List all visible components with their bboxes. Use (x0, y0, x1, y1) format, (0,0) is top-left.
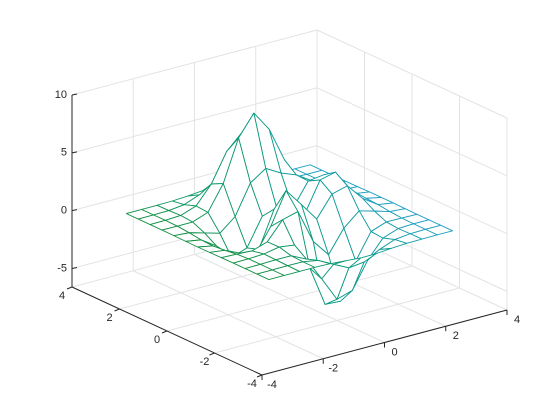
y-tick (256, 374, 263, 378)
x-tick-label: 0 (391, 346, 397, 358)
grid-line (166, 265, 413, 332)
y-tick (66, 286, 73, 290)
z-tick (71, 151, 78, 154)
z-tick-label: 10 (55, 89, 67, 101)
z-tick (71, 93, 78, 96)
y-tick-label: -4 (247, 378, 257, 390)
y-tick-label: 0 (154, 334, 160, 346)
grid-line (214, 287, 460, 354)
z-tick (71, 267, 78, 269)
z-tick-label: -5 (57, 262, 67, 274)
x-tick-label: 4 (514, 314, 520, 326)
grid-line (71, 87, 318, 154)
y-tick (114, 308, 120, 312)
z-tick (71, 209, 78, 212)
x-tick-label: -2 (328, 363, 338, 375)
y-tick-label: -2 (200, 356, 210, 368)
y-tick (161, 330, 168, 334)
grid-line (316, 29, 508, 119)
y-tick (209, 352, 215, 356)
grid-line (316, 145, 508, 235)
grid-line (71, 29, 318, 96)
x-tick-label: -4 (267, 379, 277, 391)
y-tick-label: 4 (59, 290, 65, 302)
z-tick-label: 0 (61, 205, 67, 217)
grid-line (316, 87, 508, 177)
z-tick-label: 5 (61, 147, 67, 159)
mesh-cell (256, 269, 285, 280)
y-tick-label: 2 (106, 312, 112, 324)
x-tick-label: 2 (453, 330, 459, 342)
